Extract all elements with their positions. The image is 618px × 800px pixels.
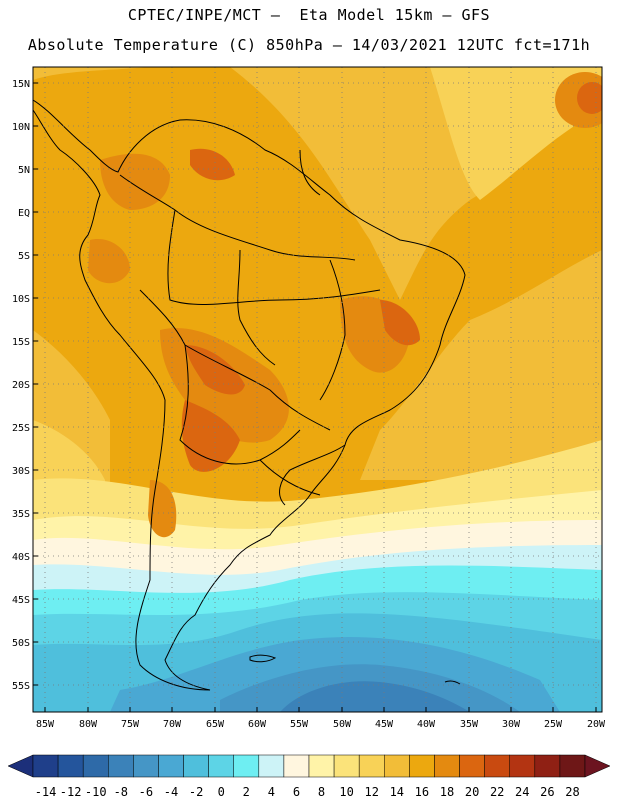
colorbar-cell	[233, 754, 260, 778]
lon-label: 65W	[206, 719, 225, 730]
colorbar-cell	[409, 754, 435, 778]
colorbar-label: 24	[515, 785, 529, 799]
colorbar-label: -8	[114, 785, 128, 799]
colorbar-under-arrow	[7, 754, 34, 778]
lat-label: EQ	[18, 208, 30, 219]
lon-label: 30W	[502, 719, 521, 730]
colorbar-cell	[384, 754, 410, 778]
lon-label: 75W	[121, 719, 140, 730]
colorbar-cell	[434, 754, 460, 778]
colorbar-cell	[358, 754, 385, 778]
colorbar-label: -12	[60, 785, 82, 799]
coastlines	[33, 99, 466, 691]
lat-label: 10S	[12, 294, 30, 305]
colorbar-label: 12	[365, 785, 379, 799]
lat-label: 5N	[18, 165, 30, 176]
colorbar-label: 4	[268, 785, 275, 799]
colorbar-label: 14	[390, 785, 404, 799]
colorbar-cell	[208, 754, 234, 778]
lon-label: 20W	[587, 719, 606, 730]
colorbar-label: 28	[565, 785, 579, 799]
colorbar-cell	[32, 754, 59, 778]
lat-label: 5S	[18, 251, 30, 262]
colorbar-cell	[82, 754, 109, 778]
lon-label: 80W	[79, 719, 98, 730]
map-frame	[32, 66, 603, 713]
colorbar-cell	[108, 754, 134, 778]
lat-label: 35S	[12, 509, 30, 520]
colorbar-over-arrow	[584, 754, 611, 778]
colorbar-label: -10	[85, 785, 107, 799]
lat-label: 45S	[12, 595, 30, 606]
temperature-field	[33, 67, 602, 712]
lat-label: 15N	[12, 79, 30, 90]
colorbar-label: 18	[440, 785, 454, 799]
colorbar: -14 -12 -10 -8 -6 -4 -2 0 2 4 6 8 10 12 14 16 18 20 22 24 26…	[7, 754, 611, 799]
colorbar-label: 0	[218, 785, 225, 799]
colorbar-cell	[459, 754, 485, 778]
colorbar-label: 2	[243, 785, 250, 799]
lon-label: 45W	[375, 719, 394, 730]
lat-label: 10N	[12, 122, 30, 133]
colorbar-cell	[133, 754, 159, 778]
colorbar-label: -2	[189, 785, 203, 799]
colorbar-label: 22	[490, 785, 504, 799]
colorbar-label: -6	[139, 785, 153, 799]
colorbar-cell	[333, 754, 360, 778]
colorbar-cell	[308, 754, 335, 778]
colorbar-cell	[283, 754, 310, 778]
colorbar-label: -4	[164, 785, 178, 799]
lat-label: 50S	[12, 638, 30, 649]
colorbar-cell	[158, 754, 184, 778]
lon-label: 40W	[417, 719, 436, 730]
lon-label: 70W	[163, 719, 182, 730]
colorbar-label: 8	[318, 785, 325, 799]
map-title-line2: Absolute Temperature (C) 850hPa – 14/03/…	[27, 36, 591, 54]
colorbar-cell	[258, 754, 285, 778]
lat-label: 25S	[12, 423, 30, 434]
colorbar-label: -14	[35, 785, 57, 799]
lon-label: 50W	[333, 719, 352, 730]
colorbar-cell	[57, 754, 84, 778]
colorbar-cell	[183, 754, 209, 778]
lat-label: 40S	[12, 552, 30, 563]
colorbar-label: 26	[540, 785, 554, 799]
lon-label: 60W	[248, 719, 267, 730]
colorbar-label: 10	[339, 785, 353, 799]
colorbar-cell	[534, 754, 561, 778]
lon-label: 25W	[544, 719, 563, 730]
lat-label: 30S	[12, 466, 30, 477]
map-title-line1: CPTEC/INPE/MCT – Eta Model 15km – GFS	[127, 6, 491, 24]
colorbar-label: 16	[415, 785, 429, 799]
lat-label: 15S	[12, 337, 30, 348]
lat-label: 55S	[12, 681, 30, 692]
colorbar-label: 6	[293, 785, 300, 799]
lat-label: 20S	[12, 380, 30, 391]
lon-label: 55W	[290, 719, 309, 730]
lon-label: 85W	[36, 719, 55, 730]
colorbar-cell	[509, 754, 536, 778]
colorbar-label: 20	[465, 785, 479, 799]
colorbar-cell	[484, 754, 510, 778]
lon-label: 35W	[460, 719, 479, 730]
colorbar-cell	[559, 754, 586, 778]
